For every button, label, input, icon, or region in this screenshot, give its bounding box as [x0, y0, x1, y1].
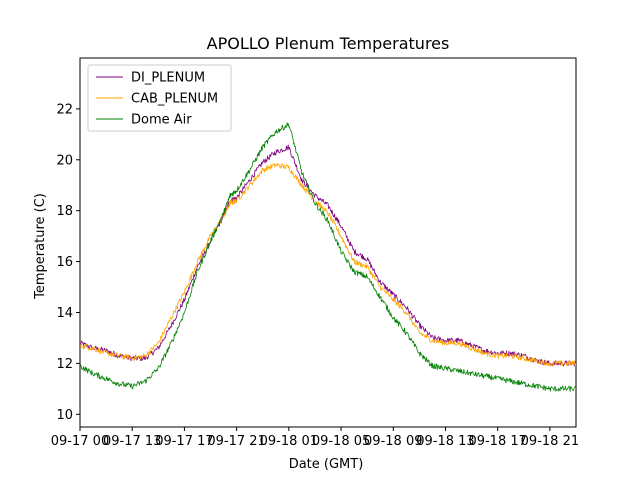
x-tick-label-3: 09-17 21: [207, 434, 265, 449]
legend-label-2: Dome Air: [131, 113, 192, 128]
x-tick-label-2: 09-17 17: [155, 434, 213, 449]
y-tick-label-3: 16: [56, 255, 73, 270]
chart-title: APOLLO Plenum Temperatures: [207, 34, 450, 53]
x-axis-title: Date (GMT): [289, 457, 364, 472]
series-line-0: [80, 144, 576, 367]
y-axis-title: Temperature (C): [33, 193, 48, 300]
x-tick-label-9: 09-18 21: [521, 434, 579, 449]
y-tick-label-1: 12: [56, 357, 73, 372]
x-tick-label-7: 09-18 13: [416, 434, 474, 449]
y-tick-label-0: 10: [56, 408, 73, 423]
y-tick-label-4: 18: [56, 204, 73, 219]
legend-label-1: CAB_PLENUM: [131, 92, 218, 107]
x-tick-label-6: 09-18 09: [364, 434, 422, 449]
plot-frame: [79, 57, 577, 428]
legend: DI_PLENUM CAB_PLENUM Dome Air: [87, 64, 232, 132]
legend-box: [87, 64, 232, 132]
x-tick-label-4: 09-18 01: [260, 434, 318, 449]
series-line-2: [80, 122, 576, 392]
y-tick-label-5: 20: [56, 153, 73, 168]
x-tick-label-0: 09-17 00: [51, 434, 109, 449]
x-tick-label-1: 09-17 13: [103, 434, 161, 449]
x-tick-label-8: 09-18 17: [468, 434, 526, 449]
y-tick-label-2: 14: [56, 306, 73, 321]
y-tick-label-6: 22: [56, 102, 73, 117]
legend-label-0: DI_PLENUM: [131, 71, 205, 86]
x-tick-label-5: 09-18 05: [312, 434, 370, 449]
series-line-1: [80, 162, 576, 367]
series-group: [80, 122, 576, 392]
